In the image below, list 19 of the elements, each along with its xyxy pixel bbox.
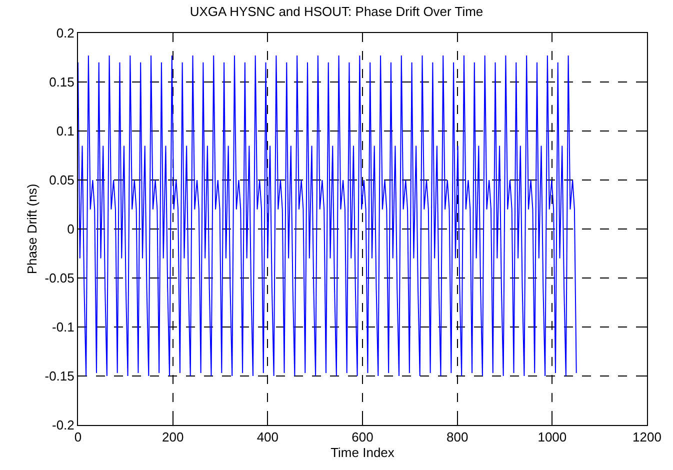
y-tick-label: 0.2: [56, 26, 74, 41]
y-tick-label: -0.05: [44, 270, 74, 286]
y-axis-title: Phase Drift (ns): [24, 184, 40, 274]
x-axis-title: Time Index: [330, 445, 395, 460]
x-tick-label: 400: [256, 430, 279, 445]
x-tick-label: 1000: [538, 430, 567, 445]
y-tick-label: 0.1: [56, 124, 74, 139]
x-tick-label: 200: [162, 430, 184, 445]
y-tick-label: -0.15: [44, 368, 74, 384]
x-tick-label: 800: [446, 430, 468, 445]
line-series: [78, 55, 577, 376]
chart-title: UXGA HYSNC and HSOUT: Phase Drift Over Time: [190, 4, 484, 20]
y-tick-label: 0.05: [49, 172, 74, 188]
x-tick-label: 600: [352, 430, 374, 445]
y-tick-label: -0.2: [52, 418, 74, 433]
y-tick-label: 0: [67, 222, 74, 237]
y-tick-label: -0.1: [52, 320, 74, 335]
y-tick-label: 0.15: [49, 74, 74, 90]
x-tick-label: 1200: [632, 430, 662, 445]
